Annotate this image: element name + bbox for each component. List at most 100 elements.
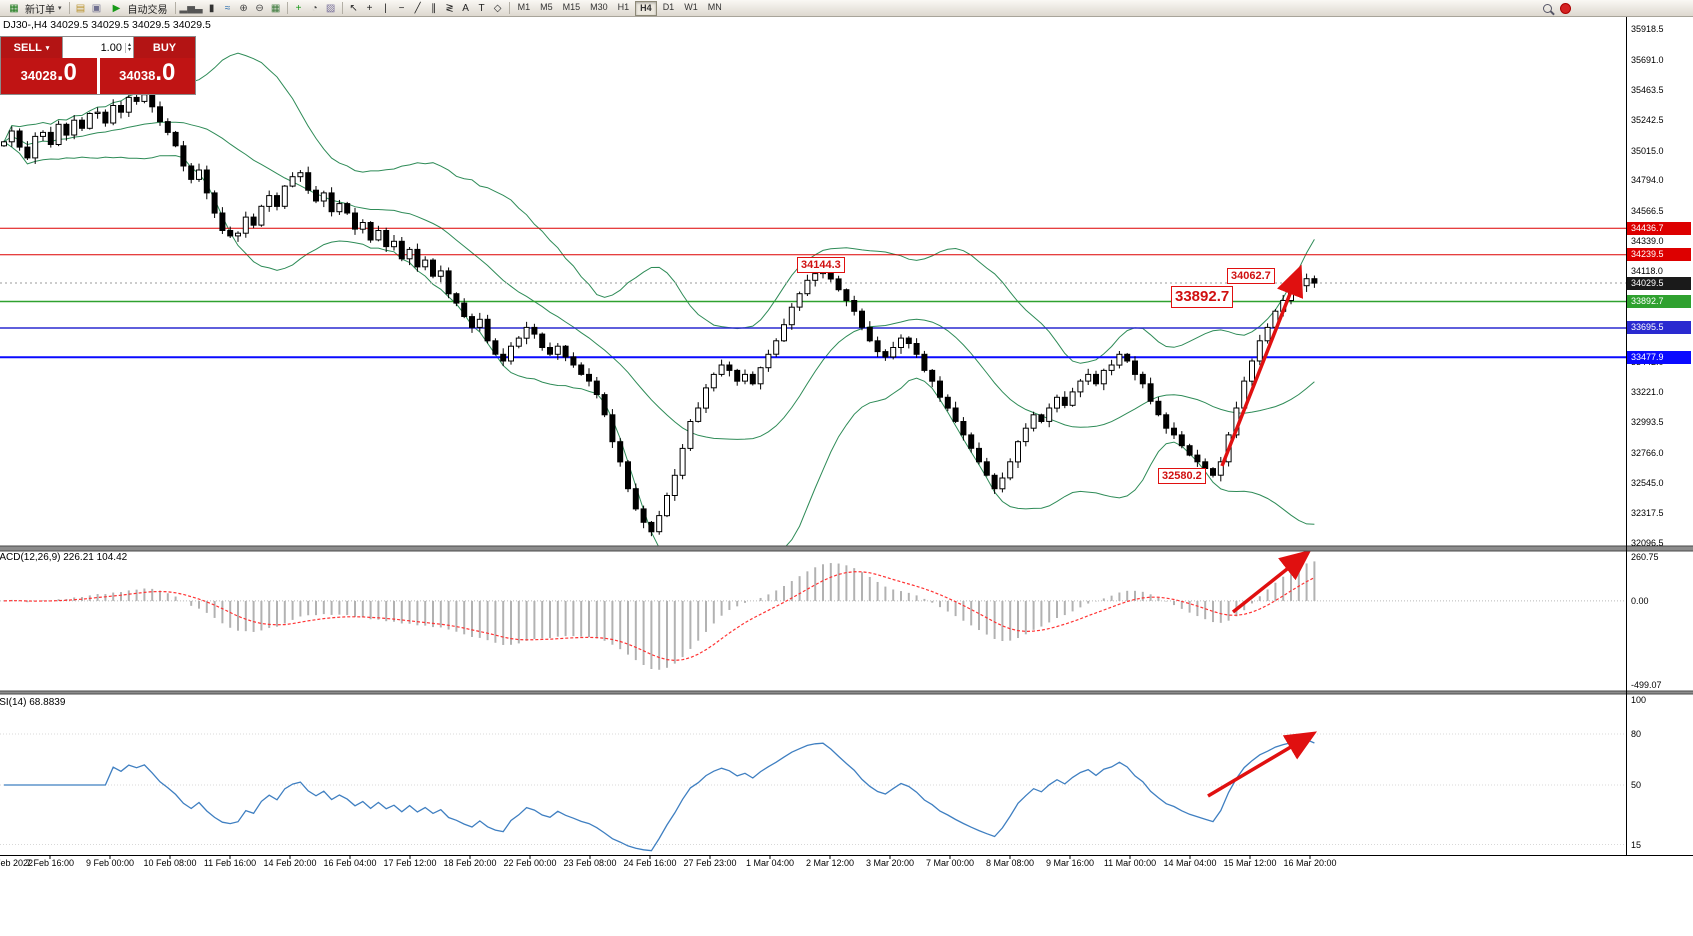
periods-icon[interactable]: ◔ [311, 2, 318, 14]
price-tick: 35918.5 [1631, 24, 1664, 34]
one-click-trading-panel[interactable]: SELL ▾ 1.00 ▴ ▾ BUY 34028.0 34038.0 [0, 36, 196, 95]
time-label: 22 Feb 00:00 [503, 858, 557, 868]
candle-chart-icon[interactable]: ▮ [208, 2, 215, 14]
horizontal-line-icon[interactable]: − [398, 2, 405, 14]
rsi-panel[interactable] [0, 733, 1626, 852]
time-label: 18 Feb 20:00 [443, 858, 497, 868]
time-label: 27 Feb 23:00 [683, 858, 737, 868]
timeframe-button-h1[interactable]: H1 [617, 1, 630, 12]
trendline-icon[interactable]: ╱ [414, 2, 421, 14]
trend-arrow[interactable] [1231, 549, 1312, 614]
macd-axis-tick: 260.75 [1631, 552, 1659, 562]
price-tick: 32993.5 [1631, 417, 1664, 428]
trend-arrow[interactable] [1207, 731, 1318, 798]
price-tick: 35463.5 [1631, 85, 1664, 96]
time-label: 7 Feb 16:00 [25, 858, 75, 868]
fibonacci-icon[interactable]: ≷ [445, 2, 454, 14]
time-label: 15 Mar 12:00 [1223, 858, 1277, 868]
chevron-down-icon: ▾ [58, 5, 62, 12]
time-label: 10 Feb 08:00 [143, 858, 197, 868]
cursor-icon[interactable]: ↖ [349, 2, 358, 14]
toolbar-separator [174, 2, 176, 14]
price-line-label: 33695.5 [1627, 321, 1691, 335]
alert-icon[interactable] [1560, 2, 1571, 14]
price-tick: 34566.5 [1631, 205, 1664, 216]
price-callout[interactable]: 33892.7 [1171, 286, 1234, 308]
macd-axis-tick: 0.00 [1631, 595, 1649, 606]
time-label: 14 Feb 20:00 [263, 858, 317, 868]
timeframe-button-d1[interactable]: D1 [662, 1, 675, 12]
panel-splitter[interactable] [0, 546, 1693, 551]
timeframe-button-m1[interactable]: M1 [517, 1, 531, 12]
profiles-icon[interactable]: ▤ [75, 2, 86, 14]
macd-panel[interactable] [0, 561, 1626, 670]
time-label: 9 Feb 00:00 [85, 858, 135, 868]
line-chart-icon[interactable]: ≈ [224, 2, 231, 14]
tile-windows-icon[interactable]: ▦ [270, 2, 281, 14]
time-label: 9 Mar 16:00 [1045, 858, 1095, 868]
time-label: 3 Mar 20:00 [865, 858, 915, 868]
zoom-out-icon[interactable]: ⊖ [255, 2, 264, 14]
price-callout[interactable]: 34144.3 [797, 257, 845, 274]
sell-button[interactable]: SELL ▾ [1, 37, 62, 58]
indicators-icon[interactable]: + [295, 2, 302, 14]
buy-label: BUY [152, 41, 177, 54]
toolbar-separator [508, 2, 510, 14]
price-tick: 32317.5 [1631, 508, 1664, 519]
volume-down-button[interactable]: ▾ [127, 46, 131, 53]
volume-value[interactable]: 1.00 [100, 41, 122, 54]
price-callout[interactable]: 32580.2 [1158, 468, 1206, 485]
vertical-line-icon[interactable]: | [384, 2, 387, 14]
toolbar-separator [68, 2, 70, 14]
price-tick: 34794.0 [1631, 175, 1664, 186]
toolbar-separator [286, 2, 288, 14]
macd-axis-tick: -499.07 [1631, 680, 1662, 690]
price-tick: 34118.0 [1631, 266, 1663, 277]
time-label: 7 Mar 00:00 [925, 858, 975, 868]
time-label: 8 Mar 08:00 [985, 858, 1035, 868]
price-tick: 35242.5 [1631, 114, 1664, 125]
main-chart-panel[interactable] [0, 52, 1626, 562]
shapes-icon[interactable]: ◇ [493, 2, 502, 14]
sell-price[interactable]: 34028.0 [1, 58, 97, 94]
search-icon[interactable] [1543, 3, 1552, 13]
rsi-axis-tick: 50 [1631, 780, 1642, 790]
timeframe-button-m30[interactable]: M30 [590, 1, 608, 12]
timeframe-button-w1[interactable]: W1 [684, 1, 698, 12]
price-tick: 32545.0 [1631, 477, 1664, 488]
templates-icon[interactable]: ▨ [325, 2, 336, 14]
label-icon[interactable]: T [478, 2, 485, 14]
toolbar-separator [341, 2, 343, 14]
price-tick: 32096.5 [1631, 538, 1664, 548]
panel-splitter[interactable] [0, 691, 1693, 694]
timeframe-button-m5[interactable]: M5 [540, 1, 553, 12]
play-icon: ▶ [112, 2, 121, 14]
timeframe-button-h4[interactable]: H4 [635, 0, 657, 16]
rsi-indicator-label: RSI(14) 68.8839 [0, 697, 66, 708]
time-label: 24 Feb 16:00 [623, 858, 677, 868]
time-label: 16 Mar 20:00 [1283, 858, 1337, 868]
rsi-axis-tick: 80 [1631, 729, 1642, 739]
zoom-in-icon[interactable]: ⊕ [239, 2, 248, 14]
trend-arrow[interactable] [1220, 264, 1304, 467]
bar-chart-icon[interactable]: ▂▅▃ [179, 2, 203, 14]
timeframe-button-m15[interactable]: M15 [562, 1, 581, 12]
time-label: 16 Feb 04:00 [323, 858, 377, 868]
price-callout[interactable]: 34062.7 [1227, 268, 1275, 285]
auto-trading-button[interactable]: ▶ 自动交易 [105, 1, 172, 16]
volume-up-button[interactable]: ▴ [127, 41, 131, 48]
text-icon[interactable]: A [462, 2, 469, 14]
timeframe-button-mn[interactable]: MN [707, 1, 722, 12]
crosshair-icon[interactable]: + [366, 2, 373, 14]
channel-icon[interactable]: ∥ [431, 2, 437, 14]
buy-button[interactable]: BUY [134, 37, 195, 58]
price-tick: 35015.0 [1631, 145, 1664, 156]
new-order-button[interactable]: ▦ 新订单 ▾ [2, 1, 66, 16]
rsi-axis-tick: 100 [1631, 695, 1647, 705]
buy-price[interactable]: 34038.0 [99, 58, 195, 94]
volume-input[interactable]: 1.00 ▴ ▾ [62, 37, 134, 58]
charts-cascade-icon[interactable]: ▣ [91, 2, 102, 14]
chevron-down-icon[interactable]: ▾ [45, 44, 50, 52]
time-label: 17 Feb 12:00 [383, 858, 437, 868]
